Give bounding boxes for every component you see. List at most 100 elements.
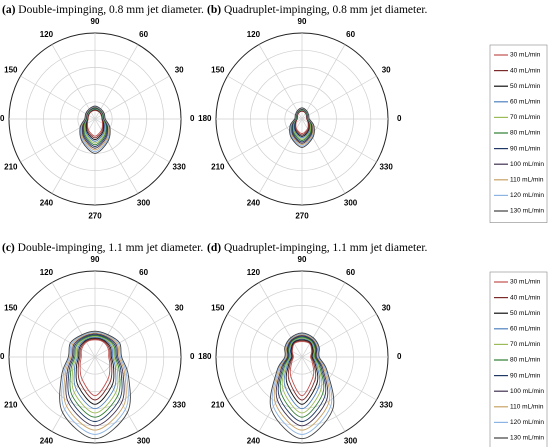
grid-spoke — [94, 356, 139, 432]
grid-spoke — [20, 313, 96, 358]
series-curve — [61, 331, 129, 435]
panel-title-text: Quadruplet-impinging, 0.8 mm jet diamete… — [224, 4, 428, 16]
angle-label: 240 — [247, 198, 261, 207]
angle-label: 150 — [4, 304, 18, 313]
legend-label: 80 mL/min — [510, 357, 541, 364]
series-curve — [289, 107, 315, 148]
angle-label: 0 — [397, 114, 402, 123]
panel-title-text: Double-impinging, 0.8 mm jet diameter. — [18, 4, 204, 16]
polar-panel: (d) Quadruplet-impinging, 1.1 mm jet dia… — [198, 242, 548, 447]
angle-label: 90 — [298, 17, 307, 26]
series-curve — [275, 335, 329, 427]
angle-label: 180 — [0, 114, 5, 123]
angle-label: 60 — [346, 30, 355, 39]
series-curve — [63, 332, 127, 431]
panel-label: (b) — [207, 4, 221, 16]
angle-label: 180 — [0, 352, 5, 361]
grid-spoke — [94, 313, 170, 358]
panel-title-text: Quadruplet-impinging, 1.1 mm jet diamete… — [224, 242, 428, 254]
angle-label: 90 — [91, 17, 100, 26]
grid-spoke — [20, 356, 96, 401]
panel-title: (c) Double-impinging, 1.1 mm jet diamete… — [2, 242, 203, 254]
legend-label: 110 mL/min — [510, 404, 544, 411]
angle-label: 150 — [211, 304, 225, 313]
polar-panel: (b) Quadruplet-impinging, 0.8 mm jet dia… — [198, 4, 548, 223]
angle-label: 210 — [211, 163, 225, 172]
angle-label: 180 — [198, 114, 212, 123]
series-curve — [273, 334, 331, 431]
grid-spoke — [301, 282, 346, 358]
legend-label: 50 mL/min — [510, 83, 541, 90]
series-curve — [271, 333, 333, 435]
angle-label: 150 — [4, 66, 18, 75]
panel-label: (a) — [2, 4, 16, 16]
panel-title: (d) Quadruplet-impinging, 1.1 mm jet dia… — [207, 242, 428, 254]
series-curve — [69, 335, 121, 418]
legend-label: 30 mL/min — [510, 52, 541, 59]
angle-label: 60 — [139, 30, 148, 39]
angle-label: 300 — [344, 436, 358, 445]
grid-spoke — [258, 44, 303, 120]
legend-label: 90 mL/min — [510, 372, 541, 379]
grid-spoke — [94, 44, 139, 120]
legend-label: 130 mL/min — [510, 208, 544, 215]
angle-label: 90 — [91, 255, 100, 264]
legend-label: 30 mL/min — [510, 279, 541, 286]
series-curve — [77, 338, 113, 401]
series-curve — [71, 335, 119, 414]
series-curve — [281, 337, 323, 414]
angle-label: 120 — [40, 268, 54, 277]
legend-box — [489, 44, 548, 223]
series-curve — [285, 339, 319, 405]
angle-label: 90 — [298, 255, 307, 264]
series-curve — [289, 341, 315, 397]
angle-label: 210 — [4, 401, 18, 410]
angle-label: 120 — [247, 30, 261, 39]
series-curve — [269, 332, 335, 440]
legend-label: 70 mL/min — [510, 341, 541, 348]
grid-spoke — [20, 75, 96, 120]
series-curve — [67, 334, 123, 422]
series-curve — [279, 336, 325, 418]
series-curve — [79, 105, 111, 154]
series-curve — [75, 337, 115, 405]
angle-label: 0 — [397, 352, 402, 361]
series-curve — [73, 336, 117, 410]
angle-label: 30 — [175, 304, 184, 313]
panel-title: (b) Quadruplet-impinging, 0.8 mm jet dia… — [207, 4, 428, 16]
angle-label: 120 — [247, 268, 261, 277]
angle-label: 240 — [247, 436, 261, 445]
legend-label: 100 mL/min — [510, 388, 544, 395]
legend-label: 70 mL/min — [510, 114, 541, 121]
legend-label: 80 mL/min — [510, 130, 541, 137]
series-curve — [79, 339, 111, 397]
angle-label: 180 — [198, 352, 212, 361]
legend-label: 40 mL/min — [510, 67, 541, 74]
angle-label: 330 — [379, 163, 393, 172]
grid-spoke — [227, 75, 303, 120]
angle-label: 60 — [139, 268, 148, 277]
angle-label: 240 — [40, 198, 54, 207]
legend-label: 120 mL/min — [510, 192, 544, 199]
grid-spoke — [301, 44, 346, 120]
panel-label: (c) — [2, 242, 15, 254]
series-curve — [283, 338, 321, 410]
angle-label: 30 — [175, 66, 184, 75]
series-curve — [287, 340, 317, 401]
panel-title: (a) Double-impinging, 0.8 mm jet diamete… — [2, 4, 204, 16]
legend-label: 50 mL/min — [510, 310, 541, 317]
series-curve — [65, 333, 125, 427]
angle-label: 300 — [137, 436, 151, 445]
angle-label: 240 — [40, 436, 54, 445]
grid-spoke — [301, 356, 377, 401]
grid-spoke — [51, 356, 96, 432]
panel-label: (d) — [207, 242, 221, 254]
grid-spoke — [94, 282, 139, 358]
legend-label: 60 mL/min — [510, 326, 541, 333]
angle-label: 330 — [379, 401, 393, 410]
series-curve — [59, 330, 131, 440]
angle-label: 270 — [88, 211, 102, 220]
legend-label: 40 mL/min — [510, 294, 541, 301]
angle-label: 30 — [382, 66, 391, 75]
